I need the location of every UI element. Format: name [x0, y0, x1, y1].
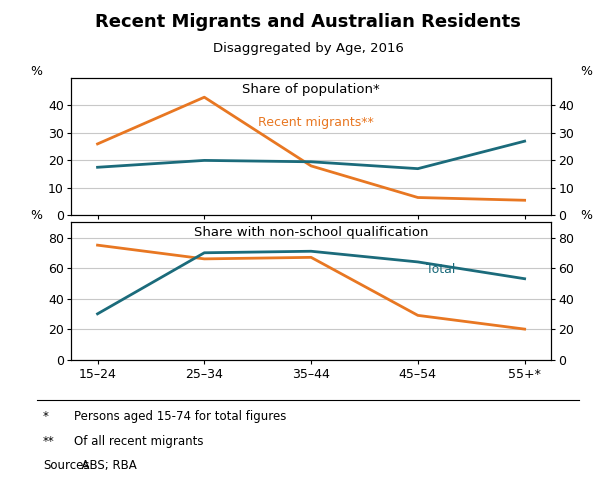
Text: %: %: [580, 65, 592, 78]
Text: ABS; RBA: ABS; RBA: [74, 459, 137, 472]
Text: Recent Migrants and Australian Residents: Recent Migrants and Australian Residents: [95, 13, 521, 31]
Text: Of all recent migrants: Of all recent migrants: [74, 435, 203, 448]
Text: %: %: [30, 65, 42, 78]
Text: Persons aged 15-74 for total figures: Persons aged 15-74 for total figures: [74, 410, 286, 423]
Text: %: %: [30, 209, 42, 222]
Text: *: *: [43, 410, 49, 423]
Text: Disaggregated by Age, 2016: Disaggregated by Age, 2016: [213, 42, 403, 55]
Text: Sources:: Sources:: [43, 459, 94, 472]
Text: **: **: [43, 435, 55, 448]
Text: Share with non-school qualification: Share with non-school qualification: [194, 226, 428, 239]
Text: Recent migrants**: Recent migrants**: [258, 116, 374, 129]
Text: Share of population*: Share of population*: [242, 83, 380, 97]
Text: %: %: [580, 209, 592, 222]
Text: Total: Total: [426, 264, 456, 277]
